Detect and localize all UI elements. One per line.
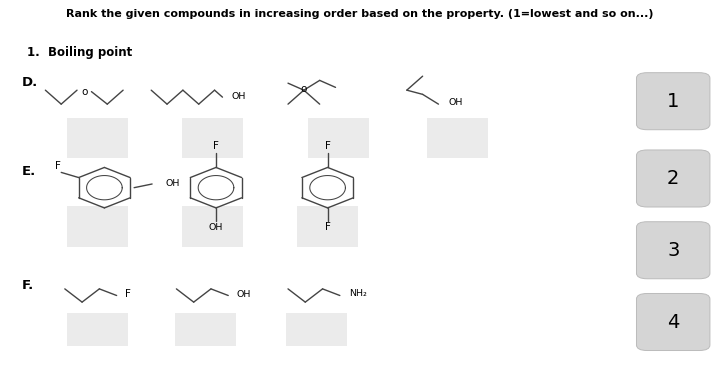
Text: 4: 4 xyxy=(667,312,680,332)
Bar xyxy=(426,118,488,158)
Text: 1: 1 xyxy=(667,92,680,111)
Text: OH: OH xyxy=(449,98,463,107)
Bar xyxy=(66,313,128,346)
Text: F: F xyxy=(325,141,330,151)
Text: 3: 3 xyxy=(667,241,680,260)
Text: D.: D. xyxy=(22,76,38,89)
Bar xyxy=(174,313,235,346)
Text: F: F xyxy=(55,161,61,171)
Text: NH₂: NH₂ xyxy=(349,289,367,298)
Bar xyxy=(308,118,369,158)
FancyBboxPatch shape xyxy=(636,150,710,207)
Text: E.: E. xyxy=(22,164,36,178)
FancyBboxPatch shape xyxy=(636,73,710,130)
Text: 1.  Boiling point: 1. Boiling point xyxy=(27,46,132,59)
Bar xyxy=(66,118,128,158)
FancyBboxPatch shape xyxy=(636,294,710,350)
Text: 2: 2 xyxy=(667,169,680,188)
Text: OH: OH xyxy=(209,223,223,232)
FancyBboxPatch shape xyxy=(636,222,710,279)
Text: F.: F. xyxy=(22,279,34,292)
Bar xyxy=(181,118,243,158)
Text: F: F xyxy=(213,141,219,151)
Text: o: o xyxy=(301,84,307,94)
Text: Rank the given compounds in increasing order based on the property. (1=lowest an: Rank the given compounds in increasing o… xyxy=(66,9,654,19)
Bar xyxy=(297,206,359,247)
Bar xyxy=(66,206,128,247)
Text: F: F xyxy=(325,222,330,233)
Text: o: o xyxy=(81,86,87,97)
Bar xyxy=(287,313,347,346)
Text: F: F xyxy=(125,289,131,299)
Text: OH: OH xyxy=(165,179,179,188)
Bar xyxy=(181,206,243,247)
Text: OH: OH xyxy=(237,290,251,299)
Text: OH: OH xyxy=(231,92,246,101)
